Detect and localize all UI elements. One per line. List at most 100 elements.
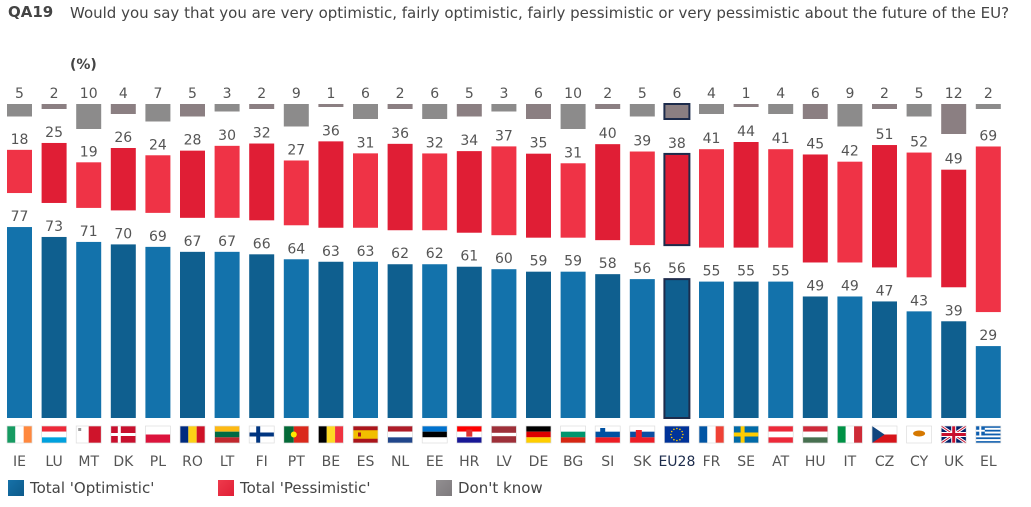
label-pessimistic-IT: 42 — [841, 144, 859, 160]
bulgaria-flag-icon — [560, 425, 586, 444]
romania-flag-icon — [179, 425, 206, 444]
bar-dont-know-LU — [41, 104, 67, 109]
label-optimistic-BG: 59 — [564, 254, 582, 270]
label-pessimistic-EE: 32 — [426, 135, 444, 151]
label-dont-know-SK: 5 — [638, 86, 647, 102]
bar-dont-know-IT — [837, 104, 863, 127]
label-dont-know-DE: 6 — [534, 86, 543, 102]
label-optimistic-CY: 43 — [910, 293, 928, 309]
label-optimistic-PL: 69 — [149, 229, 167, 245]
category-label-EU28: EU28 — [658, 454, 695, 470]
finland-flag-icon — [248, 425, 275, 444]
bar-dont-know-SK — [629, 104, 655, 117]
bar-optimistic-EU28 — [663, 278, 691, 419]
label-optimistic-LU: 73 — [45, 219, 63, 235]
uk-flag-icon — [940, 424, 968, 445]
label-pessimistic-RO: 28 — [184, 133, 202, 149]
category-label-DE: DE — [529, 454, 549, 470]
bar-dont-know-BG — [560, 104, 586, 129]
label-pessimistic-MT: 19 — [80, 144, 98, 160]
legend-swatch-pessimistic — [218, 480, 234, 496]
bar-optimistic-HU — [802, 296, 828, 418]
label-pessimistic-PT: 27 — [287, 142, 305, 158]
label-dont-know-IE: 5 — [15, 86, 24, 102]
label-pessimistic-FI: 32 — [253, 126, 271, 142]
bar-dont-know-EL — [975, 104, 1001, 109]
france-flag-icon — [698, 425, 725, 444]
portugal-flag-icon — [283, 425, 310, 444]
eu-flag-icon — [664, 425, 690, 444]
bar-pessimistic-EE — [422, 153, 448, 231]
label-pessimistic-FR: 41 — [703, 131, 721, 147]
question-text: Would you say that you are very optimist… — [70, 4, 1010, 22]
label-pessimistic-BE: 36 — [322, 123, 340, 139]
bar-pessimistic-FR — [699, 149, 724, 248]
category-label-FI: FI — [256, 454, 268, 470]
bar-pessimistic-LV — [491, 146, 517, 236]
label-pessimistic-NL: 36 — [391, 126, 409, 142]
bar-chart: 51877IE22573LU101971MT42670DK72469PL5286… — [6, 86, 1002, 470]
label-dont-know-HU: 6 — [811, 86, 820, 102]
bar-optimistic-PL — [145, 246, 171, 418]
croatia-flag-icon — [456, 425, 483, 444]
label-optimistic-IE: 77 — [11, 209, 29, 225]
bar-dont-know-IE — [7, 104, 32, 117]
label-pessimistic-DK: 26 — [114, 130, 132, 146]
bar-pessimistic-EL — [975, 146, 1001, 313]
bar-dont-know-PT — [283, 104, 309, 127]
label-pessimistic-SE: 44 — [737, 124, 755, 140]
category-label-ES: ES — [357, 454, 375, 470]
bar-optimistic-EE — [422, 264, 448, 418]
category-label-CZ: CZ — [875, 454, 894, 470]
bar-pessimistic-BG — [560, 163, 586, 238]
label-dont-know-HR: 5 — [465, 86, 474, 102]
category-label-BG: BG — [563, 454, 583, 470]
label-pessimistic-CY: 52 — [910, 135, 928, 151]
bar-dont-know-ES — [353, 104, 378, 119]
cyprus-flag-icon — [906, 425, 932, 444]
label-pessimistic-CZ: 51 — [876, 127, 894, 143]
label-optimistic-MT: 71 — [80, 224, 98, 240]
legend-label-dont-know: Don't know — [458, 479, 543, 497]
bar-pessimistic-PL — [145, 155, 171, 213]
label-dont-know-EU28: 6 — [672, 86, 681, 102]
belgium-flag-icon — [318, 425, 344, 444]
label-optimistic-HU: 49 — [806, 278, 824, 294]
bar-optimistic-SE — [733, 281, 759, 418]
label-dont-know-DK: 4 — [119, 86, 128, 102]
bar-optimistic-PT — [283, 259, 309, 418]
question-code: QA19 — [8, 3, 54, 21]
category-label-SI: SI — [601, 454, 614, 470]
legend-swatch-dont-know — [436, 480, 452, 496]
category-label-SE: SE — [737, 454, 755, 470]
legend-item-pessimistic: Total 'Pessimistic' — [218, 479, 436, 497]
category-label-AT: AT — [772, 454, 789, 470]
label-dont-know-IT: 9 — [845, 86, 854, 102]
bar-optimistic-CZ — [872, 301, 897, 418]
slovenia-flag-icon — [594, 425, 621, 444]
bar-optimistic-BG — [560, 271, 586, 418]
bar-pessimistic-DK — [110, 148, 136, 211]
category-label-HU: HU — [805, 454, 826, 470]
bar-pessimistic-FI — [249, 143, 275, 221]
bar-dont-know-AT — [768, 104, 794, 114]
category-label-PT: PT — [288, 454, 305, 470]
greece-flag-icon — [975, 425, 1002, 444]
label-optimistic-EL: 29 — [979, 328, 997, 344]
legend: Total 'Optimistic' Total 'Pessimistic' D… — [8, 479, 543, 497]
bar-optimistic-UK — [941, 321, 967, 418]
bar-dont-know-EE — [422, 104, 448, 119]
label-pessimistic-BG: 31 — [564, 145, 582, 161]
category-label-CY: CY — [910, 454, 929, 470]
category-label-NL: NL — [391, 454, 409, 470]
bar-optimistic-NL — [387, 264, 413, 418]
category-label-DK: DK — [113, 454, 134, 470]
category-label-SK: SK — [633, 454, 652, 470]
label-dont-know-UK: 12 — [945, 86, 963, 102]
label-optimistic-SK: 56 — [633, 261, 651, 277]
bar-pessimistic-SK — [629, 151, 655, 246]
category-label-IE: IE — [13, 454, 26, 470]
label-optimistic-FR: 55 — [703, 264, 721, 280]
category-label-UK: UK — [944, 454, 964, 470]
bar-pessimistic-LU — [41, 142, 67, 203]
